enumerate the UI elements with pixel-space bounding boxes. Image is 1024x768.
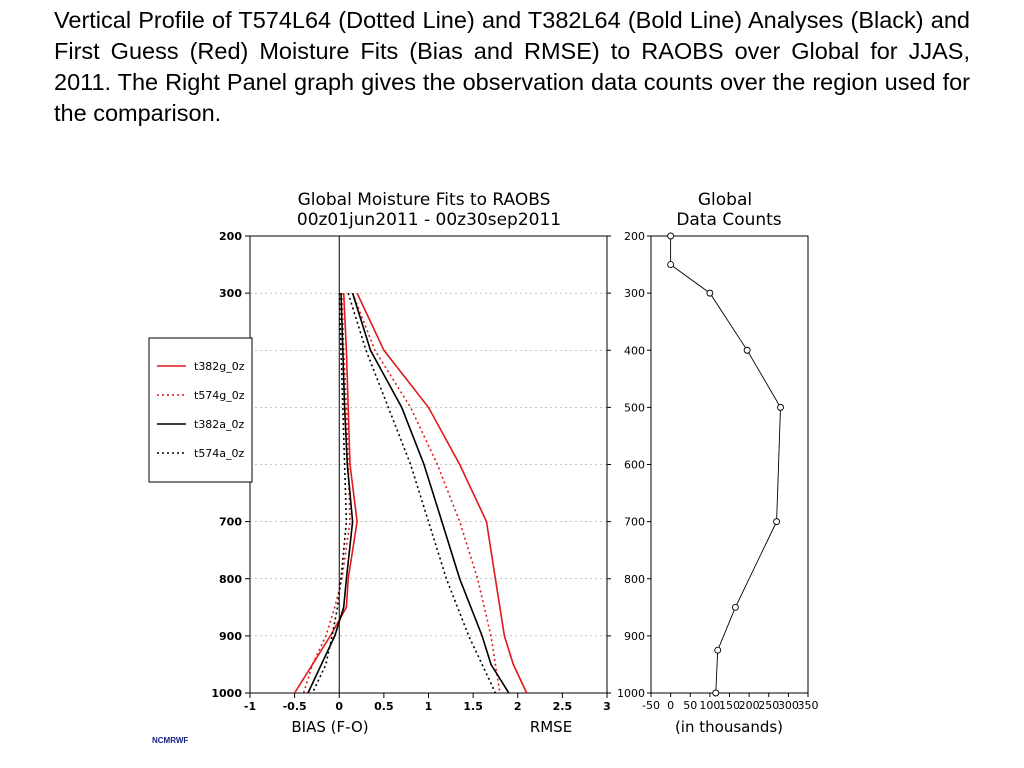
- right-series-group: [667, 232, 784, 697]
- x-tick-label: 150: [719, 699, 740, 712]
- x-tick-label: 250: [758, 699, 779, 712]
- figure-caption: Vertical Profile of T574L64 (Dotted Line…: [54, 7, 970, 126]
- x-tick-label: 0.5: [374, 700, 394, 713]
- counts-axis-label: (in thousands): [675, 718, 783, 736]
- y-tick-label: 200: [219, 230, 242, 243]
- left-chart-title: Global Moisture Fits to RAOBS: [298, 190, 551, 210]
- series-line-bias-t382g_0z: [293, 293, 358, 694]
- rmse-axis-label: RMSE: [530, 718, 572, 736]
- right-y-ticks: 200 300 400 500 600 700 800 900 1000: [617, 230, 651, 700]
- legend-label: t574a_0z: [194, 447, 245, 460]
- x-tick-label: 2: [514, 700, 522, 713]
- y-tick-label: 800: [219, 573, 242, 586]
- data-count-point: [773, 518, 781, 526]
- x-tick-label: 100: [699, 699, 720, 712]
- series-line-bias-t574g_0z: [302, 293, 351, 694]
- data-count-point: [712, 689, 720, 697]
- y-tick-label: 800: [624, 573, 645, 586]
- y-tick-label: 700: [624, 516, 645, 529]
- x-tick-label: -1: [244, 700, 256, 713]
- y-tick-label: 900: [624, 630, 645, 643]
- y-tick-label: 600: [624, 459, 645, 472]
- data-count-point: [743, 346, 751, 354]
- y-tick-label: 700: [219, 516, 242, 529]
- x-tick-label: 2.5: [553, 700, 573, 713]
- left-plot-frame: [249, 235, 608, 694]
- x-tick-label: 0: [667, 699, 674, 712]
- series-line-bias-t574a_0z: [311, 293, 348, 694]
- y-tick-label: 300: [624, 287, 645, 300]
- legend: t382g_0z t574g_0z t382a_0z t574a_0z: [157, 360, 245, 460]
- x-tick-label: -50: [642, 699, 660, 712]
- y-tick-label: 1000: [211, 687, 242, 700]
- x-tick-label: -0.5: [283, 700, 307, 713]
- y-tick-label: 200: [624, 230, 645, 243]
- data-count-point: [706, 289, 714, 297]
- data-count-point: [714, 646, 722, 654]
- data-count-point: [731, 603, 739, 611]
- data-count-point: [667, 261, 675, 269]
- x-tick-label: 0: [335, 700, 343, 713]
- y-tick-label: 300: [219, 287, 242, 300]
- left-grid: [250, 292, 607, 637]
- right-plot-frame: [650, 235, 809, 694]
- x-tick-label: 50: [683, 699, 697, 712]
- right-chart-title: Global: [698, 190, 752, 210]
- legend-box: [148, 337, 253, 483]
- data-count-point: [667, 232, 675, 240]
- x-tick-label: 300: [778, 699, 799, 712]
- right-chart-subtitle: Data Counts: [676, 210, 781, 230]
- series-line-rmse-t382g_0z: [356, 292, 528, 694]
- data-count-point: [777, 403, 784, 411]
- legend-label: t574g_0z: [194, 389, 245, 402]
- left-x-ticks: -1 -0.5 0 0.5 1 1.5 2 2.5 3: [244, 693, 611, 713]
- y-tick-label: 900: [219, 630, 242, 643]
- legend-label: t382a_0z: [194, 418, 245, 431]
- x-tick-label: 350: [798, 699, 819, 712]
- data-count-line: [670, 236, 781, 694]
- left-chart-subtitle: 00z01jun2011 - 00z30sep2011: [297, 210, 561, 230]
- x-tick-label: 1: [425, 700, 433, 713]
- series-line-rmse-t574g_0z: [351, 292, 501, 694]
- credit-logo-text: NCMRWF: [152, 736, 188, 745]
- x-tick-label: 3: [603, 700, 611, 713]
- left-series-group: [293, 292, 528, 694]
- legend-label: t382g_0z: [194, 360, 245, 373]
- y-tick-label: 400: [624, 344, 645, 357]
- y-tick-label: 500: [624, 401, 645, 414]
- series-line-rmse-t382a_0z: [351, 292, 510, 694]
- x-tick-label: 1.5: [463, 700, 483, 713]
- y-tick-label: 1000: [617, 687, 645, 700]
- series-line-rmse-t574a_0z: [347, 292, 497, 694]
- series-line-bias-t382a_0z: [307, 293, 354, 694]
- bias-axis-label: BIAS (F-O): [291, 718, 368, 736]
- x-tick-label: 200: [739, 699, 760, 712]
